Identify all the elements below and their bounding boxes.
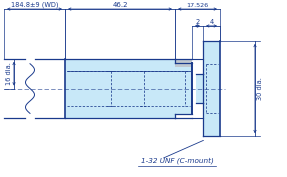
Text: 184.8±9 (WD): 184.8±9 (WD) (11, 2, 58, 8)
Bar (196, 74, 203, 104)
Bar (175, 59, 192, 67)
Text: 17.526: 17.526 (186, 3, 209, 8)
Bar (175, 63, 192, 114)
Text: 30 dia.: 30 dia. (257, 77, 263, 100)
Bar (203, 41, 220, 136)
Text: 2: 2 (195, 19, 200, 25)
Text: 16 dia.: 16 dia. (6, 62, 12, 85)
Text: 46.2: 46.2 (112, 2, 128, 8)
Text: 4: 4 (210, 19, 214, 25)
Text: 1-32 UNF (C-mount): 1-32 UNF (C-mount) (141, 158, 214, 164)
Bar (65, 59, 175, 118)
